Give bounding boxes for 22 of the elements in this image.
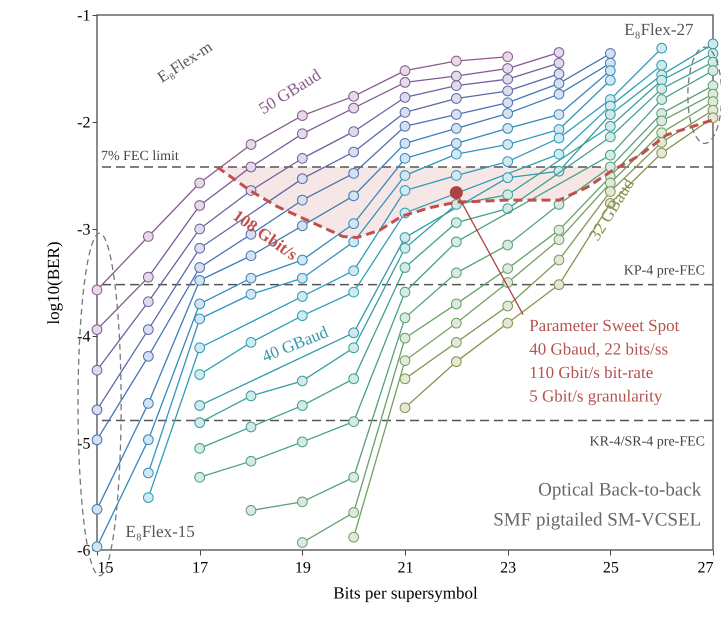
annotation: Parameter Sweet Spot 40 Gbaud, 22 bits/ss 110 Gbit/s bit-rate 5 Gbit/s granularity: [529, 316, 680, 406]
y-tick-label: -4: [77, 328, 90, 346]
x-tick-label: 25: [602, 560, 619, 576]
y-axis-title: log10(BER): [44, 241, 64, 325]
y-tick-label: -2: [77, 114, 90, 132]
annotation: E₈Flex-15: [126, 522, 195, 541]
y-tick-label: -3: [77, 222, 90, 238]
annotation: Optical Back-to-back SMF pigtailed SM-VCSEL: [493, 479, 702, 530]
ref-line-label: KP-4 pre-FEC: [624, 264, 705, 279]
annotation: E₈Flex-27: [624, 20, 694, 39]
x-tick-label: 15: [98, 560, 114, 576]
text: 40 GBaud: [259, 322, 332, 366]
ref-line-label: KR-4/SR-4 pre-FEC: [590, 434, 705, 450]
x-axis-title: Bits per supersymbol: [333, 584, 478, 602]
x-tick-label: 17: [192, 560, 208, 576]
x-tick-label: 19: [294, 560, 311, 576]
y-tick-label: -5: [77, 436, 90, 452]
x-tick-label: 21: [398, 560, 414, 576]
x-tick-label: 23: [500, 560, 516, 576]
x-tick-label: 27: [698, 560, 714, 576]
y-tick-label: -1: [77, 8, 90, 24]
ref-line-label: 7% FEC limit: [101, 148, 179, 164]
